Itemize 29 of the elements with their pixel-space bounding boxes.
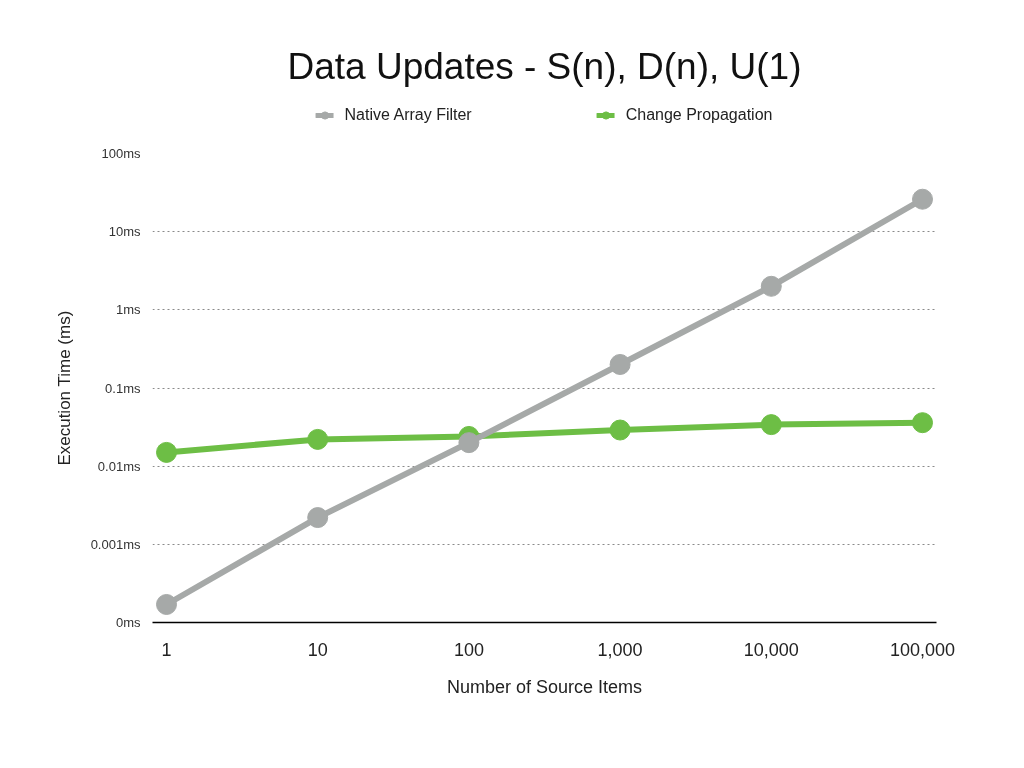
y-tick-label: 1ms xyxy=(115,302,141,318)
point xyxy=(156,594,177,615)
x-tick-label: 1 xyxy=(161,639,172,660)
point xyxy=(307,507,329,529)
y-tick-label: 0.001ms xyxy=(90,536,141,552)
x-tick-label: 10,000 xyxy=(743,639,799,660)
y-tick-label: 0ms xyxy=(115,615,141,630)
point xyxy=(760,414,782,436)
y-tick-label: 10ms xyxy=(108,224,141,240)
legend-label: Change Propagation xyxy=(625,105,773,124)
x-tick-label: 1,000 xyxy=(597,639,643,660)
point xyxy=(156,441,177,463)
point xyxy=(912,188,933,210)
y-axis-title: Execution Time (ms) xyxy=(54,310,74,466)
y-tick-label: 0.1ms xyxy=(105,380,141,396)
legend-label: Native Array Filter xyxy=(344,105,472,124)
x-axis-title: Number of Source Items xyxy=(446,676,643,697)
point xyxy=(609,353,631,375)
point xyxy=(458,432,480,454)
x-tick-label: 10 xyxy=(307,639,328,660)
y-tick-label: 100ms xyxy=(101,146,141,161)
point xyxy=(760,275,782,297)
point xyxy=(307,428,329,450)
point xyxy=(912,412,933,434)
x-tick-label: 100,000 xyxy=(889,639,956,660)
y-tick-label: 0.01ms xyxy=(97,458,141,474)
chart-title: Data Updates - S(n), D(n), U(1) xyxy=(287,45,802,87)
x-tick-label: 100 xyxy=(453,639,484,660)
point xyxy=(609,419,631,441)
